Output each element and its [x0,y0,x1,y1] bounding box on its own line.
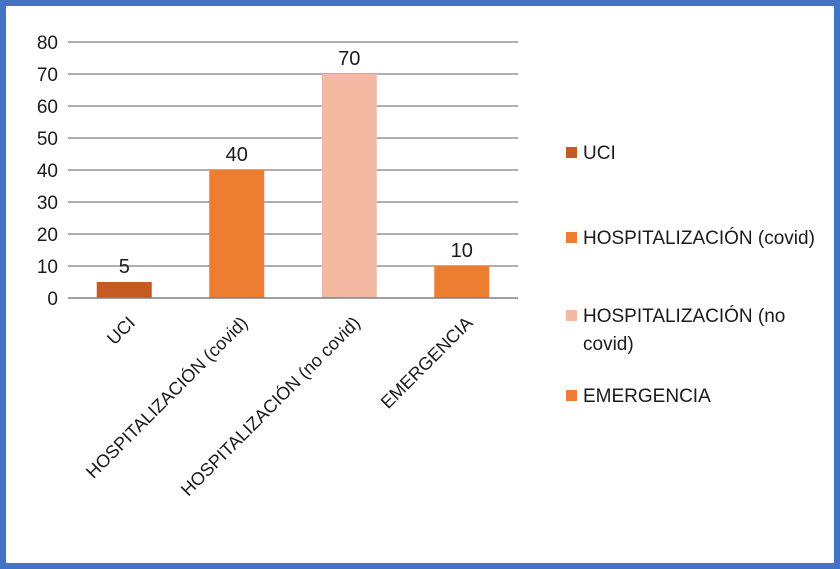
y-tick-label: 0 [47,289,58,310]
legend-item-hosp-covid: HOSPITALIZACIÓN (covid) [566,225,833,253]
y-tick-label: 20 [37,225,58,246]
gridlines [68,41,518,267]
legend-label: UCI [583,143,616,164]
bar [96,282,152,298]
y-tick-label: 50 [37,129,58,150]
legend-swatch [566,147,577,158]
legend-item-hosp-no-covid: HOSPITALIZACIÓN (no covid) [566,303,833,359]
data-label: 10 [451,240,473,262]
data-label: 40 [226,144,248,166]
bar [321,74,377,298]
y-tick-label: 10 [37,257,58,278]
legend-swatch [566,310,577,321]
y-tick-label: 40 [37,161,58,182]
data-labels: 5 40 70 10 [119,48,473,278]
y-tick-label: 70 [37,65,58,86]
legend-item-uci: UCI [566,140,833,168]
bars [96,74,490,298]
x-tick-label: UCI [103,313,139,349]
y-tick-label: 30 [37,193,58,214]
legend-label: HOSPITALIZACIÓN (covid) [583,228,815,249]
bar [434,266,490,298]
x-tick-label: EMERGENCIA [377,313,477,413]
x-tick-label: HOSPITALIZACIÓN (no covid) [176,312,364,500]
legend-swatch [566,390,577,401]
y-tick-label: 80 [37,33,58,54]
data-label: 70 [338,48,360,70]
y-tick-label: 60 [37,97,58,118]
data-label: 5 [119,256,130,278]
legend-label: HOSPITALIZACIÓN (no covid) [583,306,786,355]
y-axis-ticks: 0 10 20 30 40 50 60 70 80 [37,33,58,310]
legend-swatch [566,232,577,243]
legend-item-emergencia: EMERGENCIA [566,383,833,411]
legend-label: EMERGENCIA [583,386,711,407]
bar [209,170,265,298]
